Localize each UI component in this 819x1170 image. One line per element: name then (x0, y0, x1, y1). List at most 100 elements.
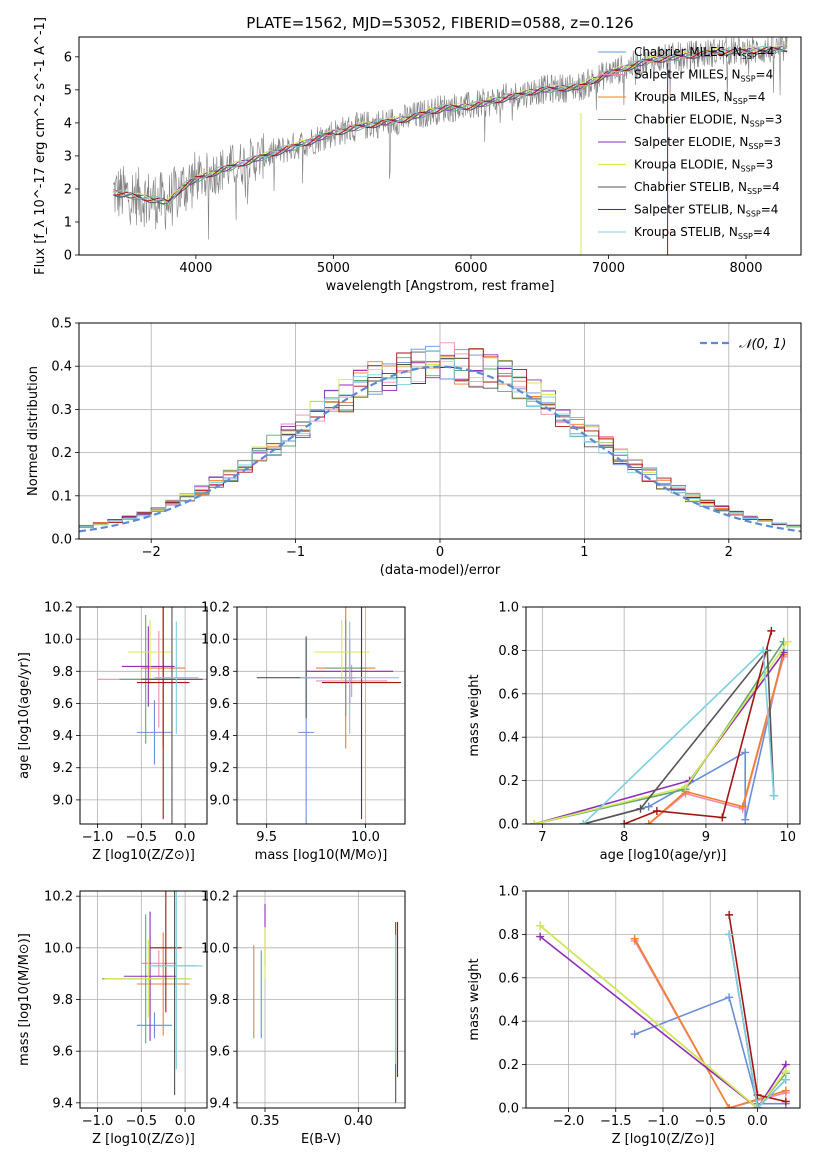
legend-entry-subscript: SSP (738, 232, 753, 241)
age_vs_Z-xtick-label: −1.0 (82, 830, 114, 845)
weight_vs_age-point-marker (783, 637, 792, 646)
weight_vs_Z-ytick-label: 0.2 (498, 1058, 519, 1073)
weight_vs_Z-series-line (634, 996, 786, 1105)
residuals-ytick-label: 0.2 (51, 446, 72, 461)
spectrum-ytick-label: 4 (64, 116, 72, 131)
spectrum-ytick-label: 3 (64, 149, 72, 164)
age_vs_mass-xlabel: mass [log10(M/M⊙)] (255, 848, 388, 863)
spectrum-legend-entry: Salpeter ELODIE, NSSP=3 (634, 135, 781, 151)
legend-entry-subscript: SSP (741, 75, 756, 84)
spectrum-legend-entry: Kroupa STELIB, NSSP=4 (634, 225, 771, 241)
weight_vs_age-point-marker (636, 804, 645, 813)
residuals-xtick-label: 2 (725, 545, 733, 560)
spectrum-title: PLATE=1562, MJD=53052, FIBERID=0588, z=0… (246, 14, 633, 32)
weight_vs_Z-frame (525, 890, 801, 1109)
weight_vs_Z-ytick-label: 1.0 (498, 885, 519, 900)
age_vs_Z-ytick-label: 10.2 (44, 601, 73, 616)
residuals-panel: −2 −1 0 1 2 0.0 0.1 0.2 0.3 0.4 0.5 (data-model)/er… (26, 317, 802, 578)
weight_vs_Z-point-marker (781, 1075, 790, 1084)
age_vs_Z-ytick-label: 10.0 (44, 633, 73, 648)
age_vs_Z-frame (79, 606, 208, 825)
weight_vs_age-ytick-label: 0.6 (498, 687, 519, 702)
legend-entry-text: Chabrier MILES, N (634, 45, 742, 59)
residuals-ytick-label: 0.0 (51, 533, 72, 548)
residuals-xtick-label: −2 (142, 545, 161, 560)
spectrum-panel: 4000 5000 6000 7000 8000 0 1 2 3 4 5 6 wavelength [A… (33, 17, 802, 294)
legend-entry-value: =3 (763, 135, 781, 149)
age_vs_mass-ytick-label: 9.0 (209, 793, 230, 808)
legend-entry-value: =4 (748, 90, 766, 104)
weight_vs_Z-series-line (539, 935, 787, 1108)
mass_vs_Z-ytick-label: 9.8 (52, 993, 73, 1008)
weight_vs_Z-point-marker (725, 910, 734, 919)
spectrum-legend-entry: Chabrier STELIB, NSSP=4 (634, 180, 780, 196)
spectrum-model-line (113, 45, 788, 204)
weight_vs_age-ytick-label: 0.8 (498, 644, 519, 659)
weight_vs_Z-point-marker (630, 934, 639, 943)
weight_vs_Z-ytick-label: 0.8 (498, 928, 519, 943)
mass_vs_Z-xlabel: Z [log10(Z/Z⊙)] (92, 1132, 195, 1147)
mass_vs_ebv-ytick-label: 9.4 (209, 1096, 230, 1111)
weight_vs_age-ytick-label: 0.4 (498, 731, 519, 746)
legend-entry-text: Salpeter STELIB, N (634, 203, 746, 217)
legend-entry-text: Chabrier ELODIE, N (634, 113, 750, 127)
spectrum-model-line (113, 45, 788, 205)
age_vs_mass-frame (236, 606, 406, 825)
spectrum-xtick-label: 7000 (592, 261, 625, 276)
age_vs_Z-ytick-label: 9.4 (52, 729, 73, 744)
legend-entry-subscript: SSP (748, 142, 763, 151)
residuals-plot-area (79, 342, 801, 533)
weight_vs_age-point-marker (769, 791, 778, 800)
spectrum-ylabel: Flux [f_λ 10^-17 erg cm^-2 s^-1 A^-1] (33, 17, 48, 275)
spectrum-xlabel: wavelength [Angstrom, rest frame] (326, 279, 555, 294)
spectrum-ytick-label: 2 (64, 182, 72, 197)
weight_vs_Z-ytick-label: 0.0 (498, 1102, 519, 1117)
weight_vs_Z-point-marker (781, 1086, 790, 1095)
residuals-ytick-label: 0.5 (51, 317, 72, 332)
mass_vs_ebv-ytick-label: 10.0 (201, 941, 230, 956)
weight_vs_age-ytick-label: 1.0 (498, 601, 519, 616)
weight_vs_age-xtick-label: 7 (538, 830, 546, 845)
weight_vs_Z-point-marker (725, 993, 734, 1002)
spectrum-ytick-label: 5 (64, 83, 72, 98)
legend-entry-subscript: SSP (741, 165, 756, 174)
age_vs_mass-ytick-label: 9.4 (209, 729, 230, 744)
weight_vs_age-point-marker (741, 815, 750, 824)
weight_vs_age-xtick-label: 9 (702, 830, 710, 845)
weight_vs_Z-ytick-label: 0.6 (498, 971, 519, 986)
weight_vs_Z-ytick-label: 0.4 (498, 1015, 519, 1030)
residuals-frame (78, 322, 802, 540)
age_vs_Z-panel: −1.0 −0.5 0.0 9.0 9.2 9.4 9.6 9.8 10.0 10.2 Z [log… (17, 601, 208, 863)
weight_vs_Z-xtick-label: 0.0 (747, 1114, 768, 1129)
legend-entry-value: =4 (756, 68, 774, 82)
legend-entry-text: Salpeter ELODIE, N (634, 135, 748, 149)
mass_vs_ebv-ytick-label: 9.6 (209, 1045, 230, 1060)
weight_vs_Z-plot-area (536, 910, 790, 1108)
spectrum-ytick-label: 0 (64, 249, 72, 264)
spectrum-legend-entry: Kroupa MILES, NSSP=4 (634, 90, 765, 106)
mass_vs_ebv-ytick-label: 10.2 (201, 890, 230, 905)
legend-entry-text: Salpeter MILES, N (634, 68, 741, 82)
weight_vs_age-xlabel: age [log10(age/yr)] (600, 848, 727, 863)
legend-entry-text: Kroupa ELODIE, N (634, 158, 741, 172)
spectrum-frame (78, 36, 802, 256)
weight_vs_age-frame (525, 606, 801, 825)
spectrum-legend-entry: Salpeter MILES, NSSP=4 (634, 68, 773, 84)
age_vs_mass-panel: 9.5 10.0 9.0 9.2 9.4 9.6 9.8 10.0 10.2 mass [log1… (201, 601, 406, 863)
age_vs_Z-ytick-label: 9.8 (52, 665, 73, 680)
mass_vs_Z-xtick-label: −1.0 (82, 1114, 114, 1129)
age_vs_mass-xtick-label: 9.5 (256, 830, 277, 845)
legend-entry-value: =4 (757, 45, 775, 59)
weight_vs_age-point-marker (759, 646, 768, 655)
mass_vs_Z-xtick-label: −0.5 (126, 1114, 158, 1129)
age_vs_mass-xtick-label: 10.0 (351, 830, 380, 845)
weight_vs_Z-xtick-label: −1.0 (647, 1114, 679, 1129)
weight_vs_Z-xtick-label: −0.5 (694, 1114, 726, 1129)
age_vs_Z-xtick-label: −0.5 (126, 830, 158, 845)
spectrum-legend-entry: Salpeter STELIB, NSSP=4 (634, 203, 778, 219)
residuals-ylabel: Normed distribution (26, 366, 41, 496)
weight_vs_age-point-marker (652, 806, 661, 815)
weight_vs_age-point-marker (644, 820, 653, 824)
mass_vs_ebv-xtick-label: 0.35 (251, 1114, 280, 1129)
spectrum-plot-area (113, 37, 788, 255)
